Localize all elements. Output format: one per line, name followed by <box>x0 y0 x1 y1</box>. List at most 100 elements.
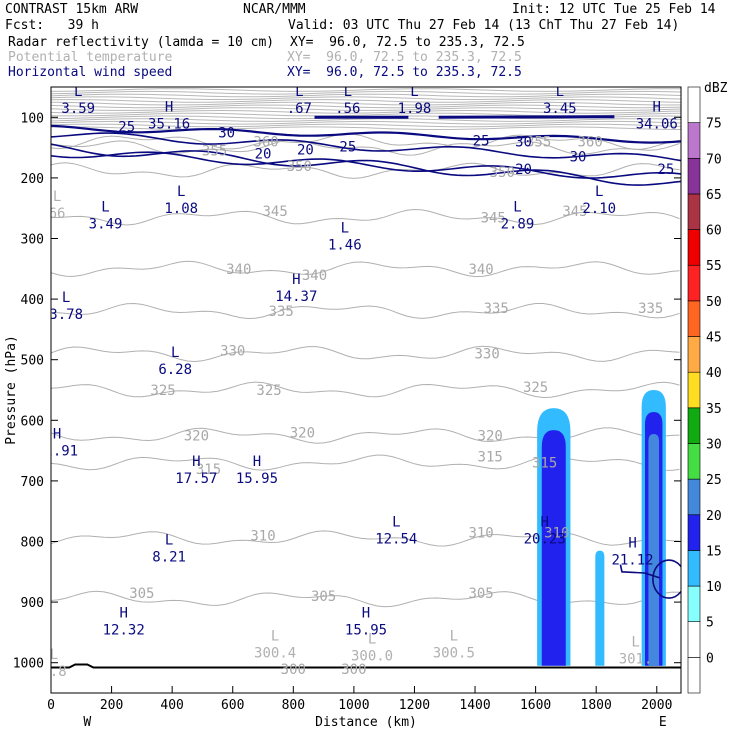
wind-extremum-value: 3.45 <box>543 101 577 117</box>
forecast-hour: Fcst: 39 h <box>5 18 99 33</box>
wind-extremum-value: -2.91 <box>36 444 78 460</box>
theta-label: 305 <box>129 586 154 602</box>
colorbar-band <box>687 193 701 230</box>
theta-label: 335 <box>638 301 663 317</box>
theta-extremum-type: L <box>368 632 376 648</box>
wind-contour-line <box>619 564 661 579</box>
reflectivity-cell <box>541 430 566 666</box>
colorbar-band <box>687 550 701 587</box>
x-tick-label: 200 <box>100 698 123 713</box>
wind-extremum-type: L <box>101 199 109 215</box>
y-tick-label: 100 <box>21 111 44 126</box>
wind-extremum-value: 3.78 <box>49 307 83 323</box>
y-tick-label: 600 <box>21 414 44 429</box>
colorbar-label: 45 <box>706 331 722 346</box>
field-name-theta: Potential temperature <box>8 50 173 65</box>
wind-label: 30 <box>570 150 587 166</box>
theta-label: 325 <box>523 380 548 396</box>
theta-label: 345 <box>562 204 587 220</box>
wind-extremum-type: L <box>513 199 521 215</box>
theta-label: 335 <box>269 304 294 320</box>
colorbar-band <box>687 443 701 480</box>
wind-extremum-value: 35.16 <box>148 116 190 132</box>
wind-extremum-type: L <box>392 514 400 530</box>
colorbar-band <box>687 229 701 266</box>
x-tick-label: 1800 <box>581 698 612 713</box>
init-time: Init: 12 UTC Tue 25 Feb 14 <box>512 2 716 17</box>
colorbar-band <box>687 300 701 337</box>
theta-label: 335 <box>484 301 509 317</box>
theta-label: 340 <box>302 268 327 284</box>
theta-label: 300 <box>341 662 366 678</box>
theta-extremum-value: 300.5 <box>433 646 475 662</box>
colorbar-label: 40 <box>706 366 722 381</box>
x-tick-label: 600 <box>221 698 244 713</box>
wind-extremum-value: 1.46 <box>328 238 362 254</box>
theta-label: 355 <box>526 135 551 151</box>
theta-contour <box>51 345 680 363</box>
y-axis-label: Pressure (hPa) <box>4 335 19 445</box>
theta-label: 330 <box>475 347 500 363</box>
y-tick-label: 500 <box>21 354 44 369</box>
theta-label: 310 <box>544 525 569 541</box>
colorbar-label: 60 <box>706 224 722 239</box>
colorbar-band <box>687 621 701 658</box>
wind-extremum-type: H <box>292 272 300 288</box>
theta-contour <box>51 530 680 547</box>
colorbar-label: 25 <box>706 473 722 488</box>
theta-label: 355 <box>202 144 227 160</box>
colorbar-band <box>687 407 701 444</box>
colorbar-label: 35 <box>706 402 722 417</box>
wind-extremum-value: 15.95 <box>345 622 387 638</box>
wind-extremum-value: 8.21 <box>152 550 186 566</box>
theta-contour <box>51 381 680 399</box>
wind-extremum-type: L <box>341 221 349 237</box>
colorbar-label: 30 <box>706 437 722 452</box>
wind-label: 25 <box>657 162 674 178</box>
wind-extremum-type: H <box>653 99 661 115</box>
theta-label: 320 <box>184 428 209 444</box>
x-tick-label: 800 <box>282 698 305 713</box>
theta-extremum-value: 6.8 <box>41 664 66 680</box>
y-tick-label: 300 <box>21 233 44 248</box>
theta-contour-strat <box>51 126 681 130</box>
y-tick-label: 200 <box>21 172 44 187</box>
wind-extremum-type: H <box>53 427 61 443</box>
wind-extremum-type: L <box>556 84 564 100</box>
theta-label: 315 <box>196 462 221 478</box>
wind-label: 25 <box>339 139 356 155</box>
theta-contour-strat <box>51 88 681 92</box>
wind-extremum-value: 20.23 <box>524 531 566 547</box>
wind-extremum-type: L <box>295 84 303 100</box>
colorbar-band <box>687 478 701 516</box>
x-tick-label: 1200 <box>399 698 430 713</box>
theta-label: 305 <box>468 586 493 602</box>
x-tick-label: 2000 <box>641 698 672 713</box>
wind-label: 25 <box>473 133 490 149</box>
colorbar-label: 0 <box>706 651 714 666</box>
theta-contour <box>51 427 680 444</box>
theta-label: 315 <box>478 450 503 466</box>
wind-label: 20 <box>515 162 532 178</box>
theta-label: 330 <box>220 344 245 360</box>
wind-extremum-type: L <box>177 184 185 200</box>
theta-contour <box>51 590 680 608</box>
reflectivity-cell <box>648 434 660 666</box>
theta-label: 310 <box>250 528 275 544</box>
wind-extremum-value: 3.49 <box>89 216 123 232</box>
theta-label: 325 <box>150 383 175 399</box>
theta-contour <box>51 208 680 226</box>
wind-extremum-type: H <box>192 454 200 470</box>
colorbar-label: 55 <box>706 259 722 274</box>
theta-extremum-value: 301. <box>619 652 653 668</box>
theta-label: 340 <box>226 262 251 278</box>
colorbar-label: 5 <box>706 616 714 631</box>
wind-contour <box>51 143 681 186</box>
theta-label: 340 <box>468 262 493 278</box>
surface-line <box>51 663 681 669</box>
wind-extremum-value: 2.89 <box>501 216 535 232</box>
field-xy-wind: XY= 96.0, 72.5 to 235.3, 72.5 <box>287 65 522 80</box>
wind-extremum-value: 12.32 <box>103 622 145 638</box>
theta-extremum-value: 300.0 <box>351 649 393 665</box>
